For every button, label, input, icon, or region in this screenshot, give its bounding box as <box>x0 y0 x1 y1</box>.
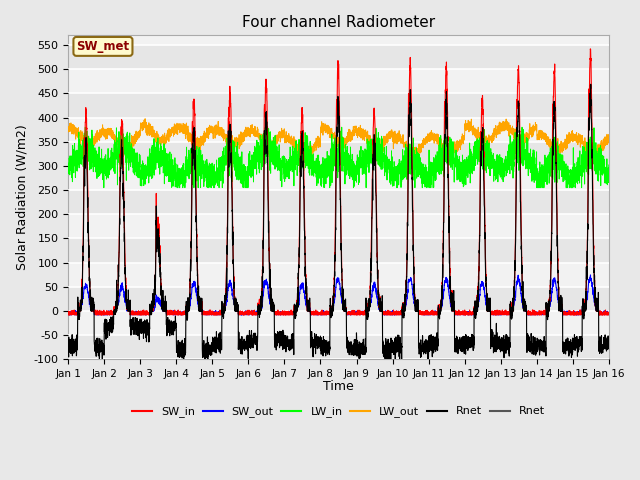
Y-axis label: Solar Radiation (W/m2): Solar Radiation (W/m2) <box>15 124 28 270</box>
Bar <box>68 142 609 166</box>
Bar <box>68 190 609 214</box>
Bar <box>68 94 609 118</box>
Title: Four channel Radiometer: Four channel Radiometer <box>242 15 435 30</box>
Bar <box>68 335 609 360</box>
Bar <box>68 45 609 69</box>
Bar <box>68 287 609 311</box>
Text: SW_met: SW_met <box>76 40 129 53</box>
Legend: SW_in, SW_out, LW_in, LW_out, Rnet, Rnet: SW_in, SW_out, LW_in, LW_out, Rnet, Rnet <box>128 402 549 422</box>
Bar <box>68 239 609 263</box>
X-axis label: Time: Time <box>323 381 354 394</box>
